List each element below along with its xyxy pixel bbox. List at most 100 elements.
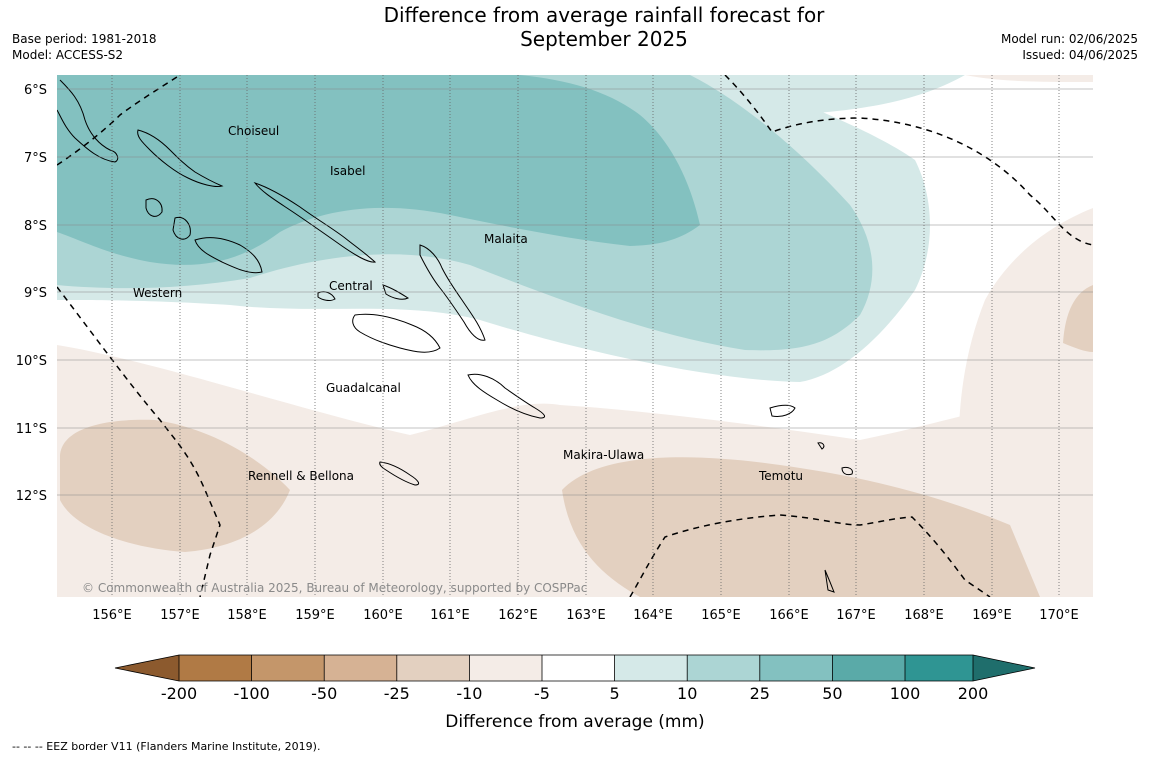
colorbar-tick-label: -100	[233, 684, 269, 703]
model-info: Base period: 1981-2018 Model: ACCESS-S2	[12, 31, 157, 63]
colorbar-segment	[614, 655, 688, 681]
lon-label: 163°E	[566, 608, 606, 623]
islands	[57, 79, 853, 593]
colorbar-segment	[324, 655, 397, 681]
drier-patch-east	[1063, 285, 1093, 352]
label-makira-ulawa: Makira-Ulawa	[563, 448, 644, 462]
island-new-georgia	[172, 216, 263, 274]
lon-label: 168°E	[904, 608, 944, 623]
island-isabel	[253, 182, 377, 263]
lat-label: 7°S	[24, 151, 47, 166]
island-small-east	[817, 442, 853, 593]
title-line-2: September 2025	[520, 27, 688, 51]
island-makira	[467, 373, 546, 419]
eez-border-west	[57, 286, 221, 597]
label-temotu: Temotu	[758, 469, 803, 483]
lon-label: 160°E	[363, 608, 403, 623]
colorbar-tick-label: -25	[384, 684, 410, 703]
label-isabel: Isabel	[330, 164, 365, 178]
lon-label: 169°E	[972, 608, 1012, 623]
island-bougainville	[57, 79, 119, 163]
lon-label: 166°E	[769, 608, 809, 623]
eez-border-south	[629, 514, 991, 597]
colorbar-segment	[832, 655, 905, 681]
wetter-mid-region	[57, 75, 700, 265]
lon-label: 157°E	[160, 608, 200, 623]
colorbar-segment	[469, 655, 542, 681]
lon-label: 170°E	[1039, 608, 1079, 623]
lon-label: 159°E	[295, 608, 335, 623]
island-vella-lavella	[145, 198, 163, 217]
lat-label: 6°S	[24, 83, 47, 98]
run-info: Model run: 02/06/2025 Issued: 04/06/2025	[1001, 31, 1138, 63]
colorbar-tick-label: 10	[677, 684, 697, 703]
lat-label: 11°S	[16, 422, 47, 437]
latitude-gridlines	[57, 88, 1093, 496]
lat-label: 9°S	[24, 286, 47, 301]
eez-border	[57, 75, 1093, 597]
colorbar-tick-label: -5	[534, 684, 550, 703]
colorbar-tick-label: 25	[750, 684, 770, 703]
colorbar-tick-label: 50	[822, 684, 842, 703]
lon-label: 167°E	[836, 608, 876, 623]
island-malaita	[419, 244, 486, 341]
label-choiseul: Choiseul	[228, 124, 279, 138]
lon-label: 165°E	[701, 608, 741, 623]
place-labels: Choiseul Isabel Malaita Western Central …	[133, 124, 803, 483]
colorbar-segment	[179, 655, 252, 681]
colorbar-tick-label: -200	[161, 684, 197, 703]
colorbar-segment	[396, 655, 470, 681]
colorbar-ticks: -200 -100 -50 -25 -10 -5 5 10 25 50 100 …	[161, 684, 988, 703]
lat-label: 12°S	[16, 489, 47, 504]
issued-text: Issued: 04/06/2025	[1022, 48, 1138, 62]
lon-label: 161°E	[430, 608, 470, 623]
island-choiseul	[137, 129, 224, 187]
drier-region-rennell	[60, 419, 290, 552]
colorbar-tick-label: 200	[958, 684, 989, 703]
colorbar-label: Difference from average (mm)	[445, 712, 705, 732]
island-santa-cruz	[769, 404, 796, 417]
model-text: Model: ACCESS-S2	[12, 48, 124, 62]
island-guadalcanal	[352, 313, 441, 353]
chart-title: Difference from average rainfall forecas…	[354, 3, 854, 51]
colorbar-segment	[542, 655, 615, 681]
lon-label: 164°E	[633, 608, 673, 623]
copyright-text: © Commonwealth of Australia 2025, Bureau…	[82, 581, 587, 595]
drier-light-patch-top-right	[965, 75, 1093, 82]
lat-label: 8°S	[24, 219, 47, 234]
colorbar-left-arrow	[115, 655, 179, 681]
drier-region-temotu	[562, 457, 1040, 597]
colorbar-segment	[251, 655, 325, 681]
colorbar-tick-label: 100	[890, 684, 921, 703]
label-central: Central	[329, 279, 373, 293]
wetter-light-patch-ne	[725, 75, 965, 115]
eez-legend-note: -- -- -- EEZ border V11 (Flanders Marine…	[12, 740, 321, 753]
colorbar-tick-label: -10	[456, 684, 482, 703]
latitude-labels: 6°S 7°S 8°S 9°S 10°S 11°S 12°S	[16, 83, 47, 504]
colorbar-tick-label: 5	[610, 684, 620, 703]
label-western: Western	[133, 286, 182, 300]
island-rennell	[379, 461, 420, 486]
label-malaita: Malaita	[484, 232, 528, 246]
colorbar-segment	[759, 655, 833, 681]
eez-border-north	[724, 75, 1093, 246]
lon-label: 162°E	[498, 608, 538, 623]
label-rennell-bellona: Rennell & Bellona	[248, 469, 354, 483]
eez-border-northwest	[57, 75, 181, 166]
lon-label: 156°E	[92, 608, 132, 623]
colorbar-right-arrow	[973, 655, 1035, 681]
model-run-text: Model run: 02/06/2025	[1000, 32, 1138, 46]
base-period-text: Base period: 1981-2018	[12, 32, 157, 46]
colorbar-tick-label: -50	[311, 684, 337, 703]
colorbar: -200 -100 -50 -25 -10 -5 5 10 25 50 100 …	[114, 654, 1036, 703]
colorbar-segment	[905, 655, 973, 681]
longitude-gridlines	[111, 75, 1060, 597]
title-line-1: Difference from average rainfall forecas…	[383, 3, 825, 27]
longitude-labels: 156°E 157°E 158°E 159°E 160°E 161°E 162°…	[92, 608, 1079, 623]
map-area: Choiseul Isabel Malaita Western Central …	[57, 75, 1093, 597]
label-guadalcanal: Guadalcanal	[326, 381, 401, 395]
lat-label: 10°S	[16, 354, 47, 369]
colorbar-segment	[687, 655, 760, 681]
lon-label: 158°E	[227, 608, 267, 623]
